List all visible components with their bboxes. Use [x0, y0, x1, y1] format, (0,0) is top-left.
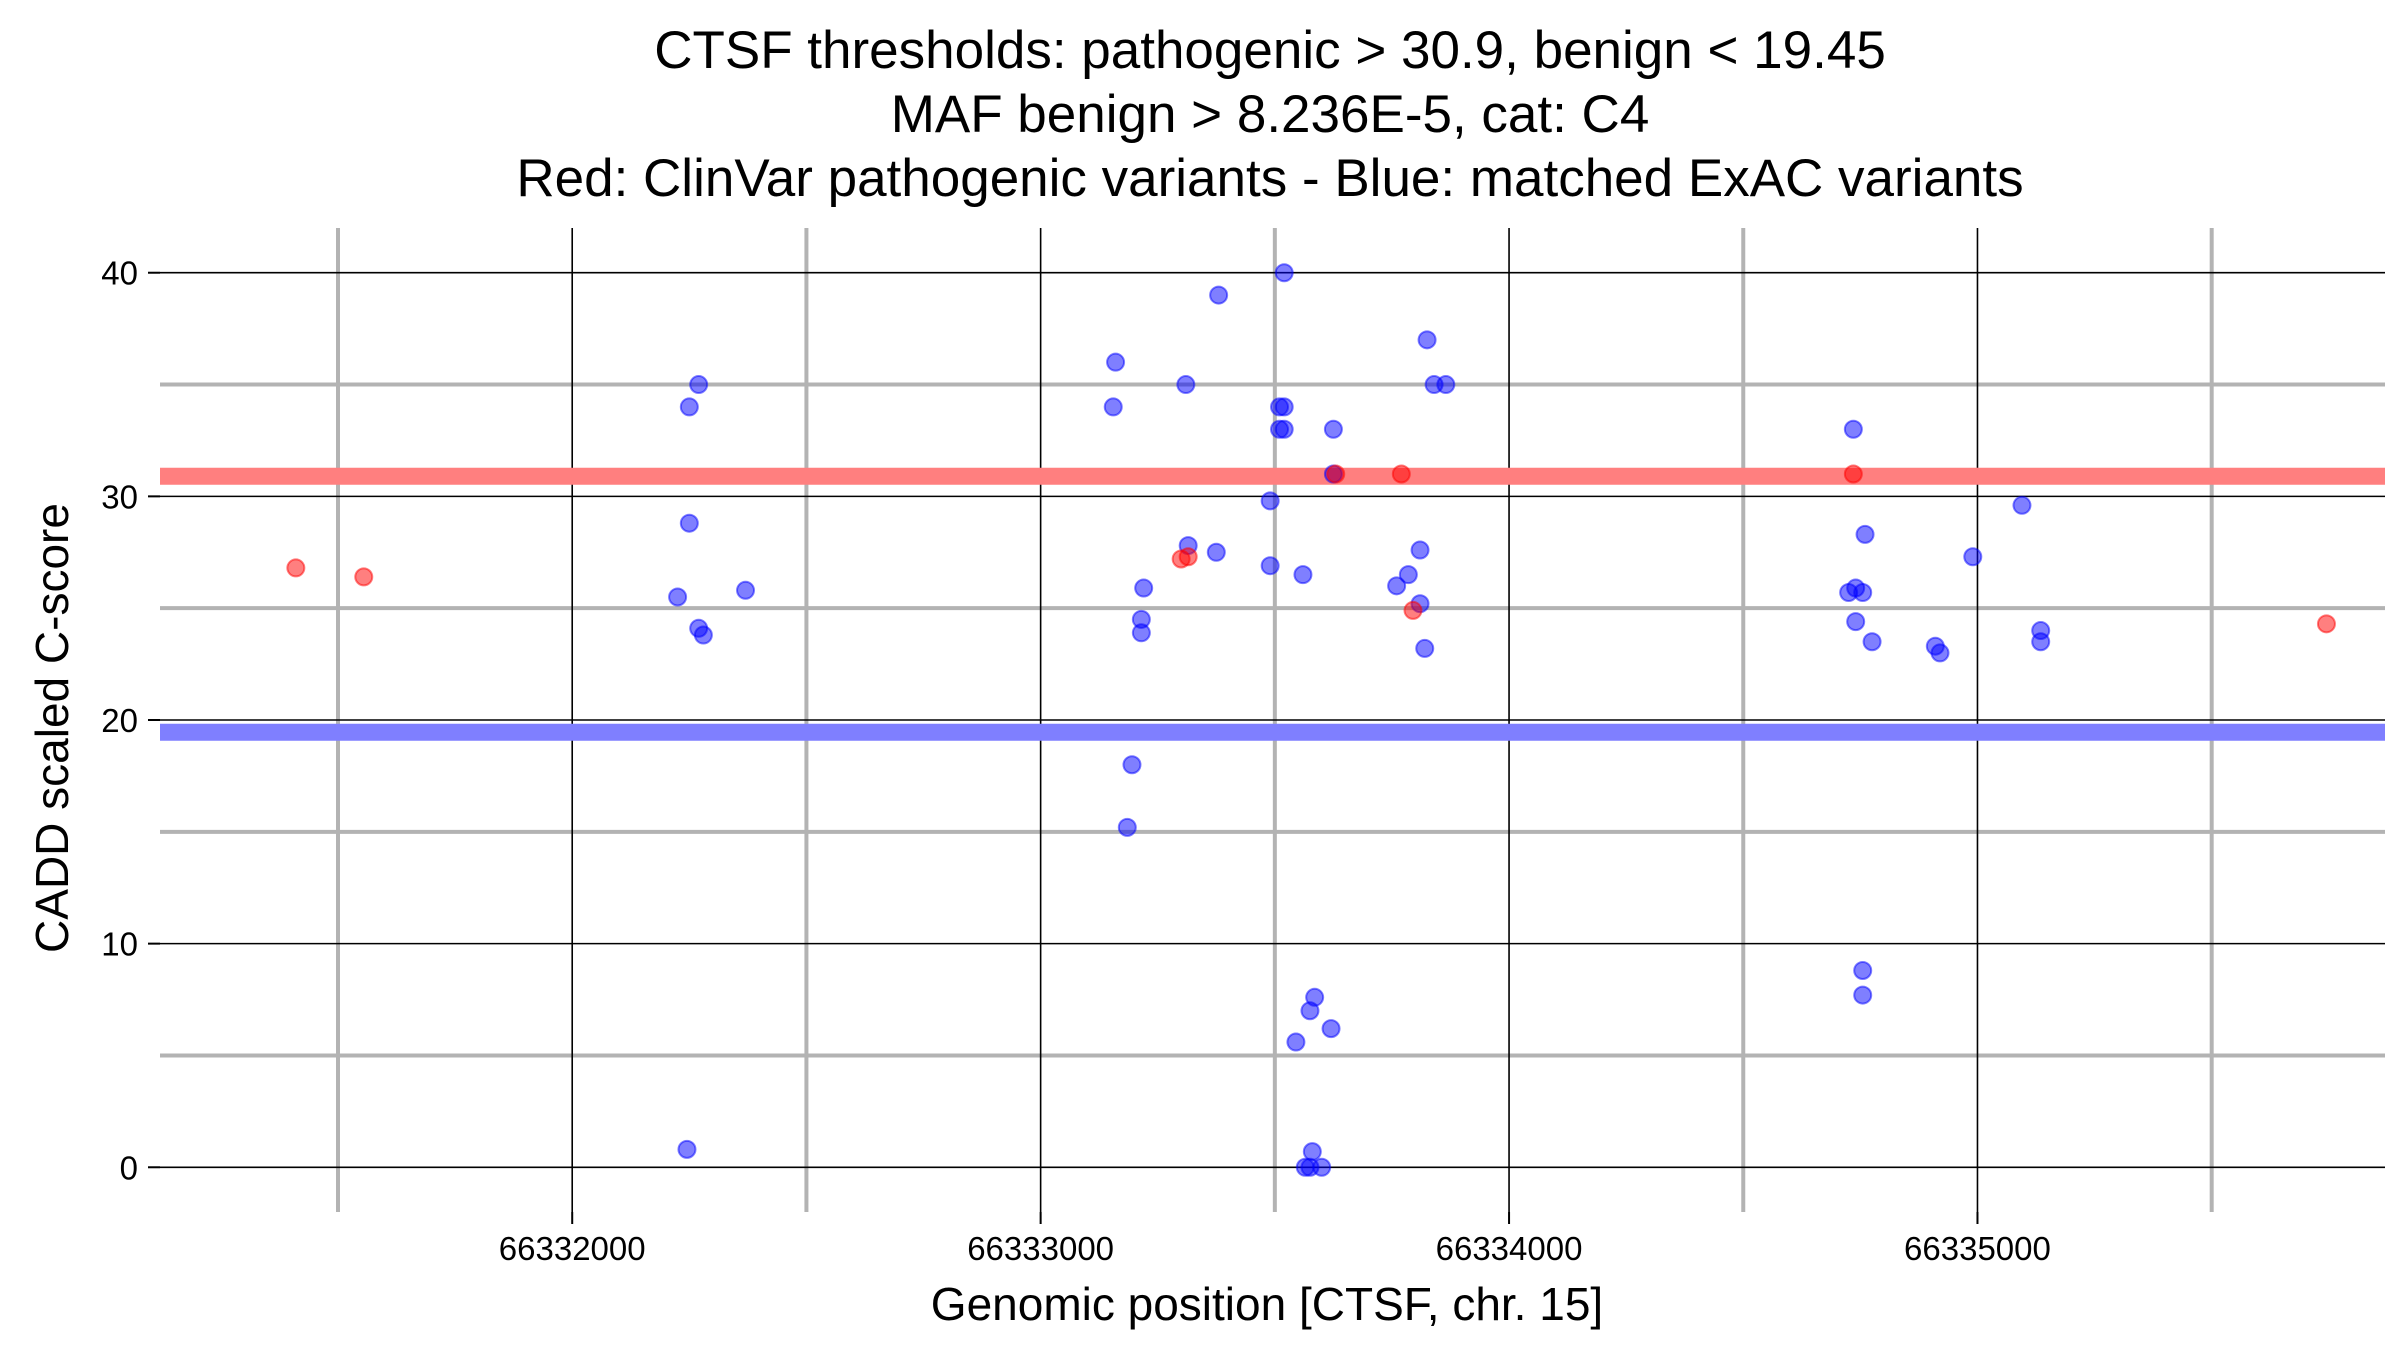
data-point: [1206, 542, 1226, 562]
data-point: [679, 397, 699, 417]
data-point: [1417, 330, 1437, 350]
y-axis-title: CADD scaled C-score: [26, 503, 78, 953]
data-point: [1415, 638, 1435, 658]
data-point: [1293, 565, 1313, 585]
data-point: [1853, 960, 1873, 980]
data-point: [1323, 419, 1343, 439]
x-tick-label: 66332000: [499, 1230, 646, 1267]
data-point: [1321, 1019, 1341, 1039]
title-line-2: MAF benign > 8.236E-5, cat: C4: [891, 85, 1650, 144]
data-point: [1209, 285, 1229, 305]
data-point: [1117, 817, 1137, 837]
series-matched-exac-variants: [668, 263, 2051, 1177]
y-tick-label: 10: [101, 926, 138, 963]
data-point: [1930, 643, 1950, 663]
data-point: [693, 625, 713, 645]
axis-ticks: 0 10 20 30 40 66332000 66333000 66334000 6633500…: [101, 255, 2051, 1267]
title-line-3: Red: ClinVar pathogenic variants - Blue:…: [516, 149, 2023, 208]
data-point: [1176, 375, 1196, 395]
data-point: [1862, 632, 1882, 652]
data-point: [1131, 623, 1151, 643]
y-tick-label: 40: [101, 255, 138, 292]
data-point: [1391, 464, 1411, 484]
data-point: [1436, 375, 1456, 395]
data-point: [677, 1139, 697, 1159]
data-point: [668, 587, 688, 607]
data-point: [1410, 540, 1430, 560]
data-point: [1398, 565, 1418, 585]
data-point: [689, 375, 709, 395]
data-point: [1312, 1157, 1332, 1177]
y-tick-label: 20: [101, 702, 138, 739]
data-point: [1843, 464, 1863, 484]
y-tick-label: 0: [120, 1149, 138, 1186]
data-point: [679, 513, 699, 533]
data-point: [286, 558, 306, 578]
data-point: [1843, 419, 1863, 439]
title-line-1: CTSF thresholds: pathogenic > 30.9, beni…: [654, 21, 1886, 80]
chart-title: CTSF thresholds: pathogenic > 30.9, beni…: [516, 21, 2023, 208]
x-tick-label: 66334000: [1436, 1230, 1583, 1267]
series-clinvar-pathogenic-variants: [286, 464, 2336, 634]
data-point: [2316, 614, 2336, 634]
data-point: [1260, 491, 1280, 511]
data-points: [286, 263, 2336, 1177]
data-point: [1326, 464, 1346, 484]
grid: [160, 228, 2385, 1212]
data-point: [1855, 524, 1875, 544]
data-point: [2012, 495, 2032, 515]
data-point: [1963, 547, 1983, 567]
y-tick-label: 30: [101, 478, 138, 515]
data-point: [1178, 547, 1198, 567]
data-point: [1387, 576, 1407, 596]
data-point: [1403, 600, 1423, 620]
data-point: [2031, 632, 2051, 652]
data-point: [1260, 556, 1280, 576]
data-point: [1134, 578, 1154, 598]
x-tick-label: 66335000: [1904, 1230, 2051, 1267]
data-point: [1274, 419, 1294, 439]
data-point: [1122, 755, 1142, 775]
data-point: [1853, 583, 1873, 603]
data-point: [1305, 987, 1325, 1007]
data-point: [1286, 1032, 1306, 1052]
data-point: [736, 580, 756, 600]
data-point: [1302, 1142, 1322, 1162]
data-point: [1853, 985, 1873, 1005]
data-point: [1106, 352, 1126, 372]
x-tick-label: 66333000: [967, 1230, 1114, 1267]
data-point: [1274, 397, 1294, 417]
data-point: [1103, 397, 1123, 417]
x-axis-title: Genomic position [CTSF, chr. 15]: [931, 1278, 1603, 1330]
data-point: [354, 567, 374, 587]
data-point: [1274, 263, 1294, 283]
data-point: [1846, 612, 1866, 632]
threshold-lines: [160, 467, 2385, 741]
